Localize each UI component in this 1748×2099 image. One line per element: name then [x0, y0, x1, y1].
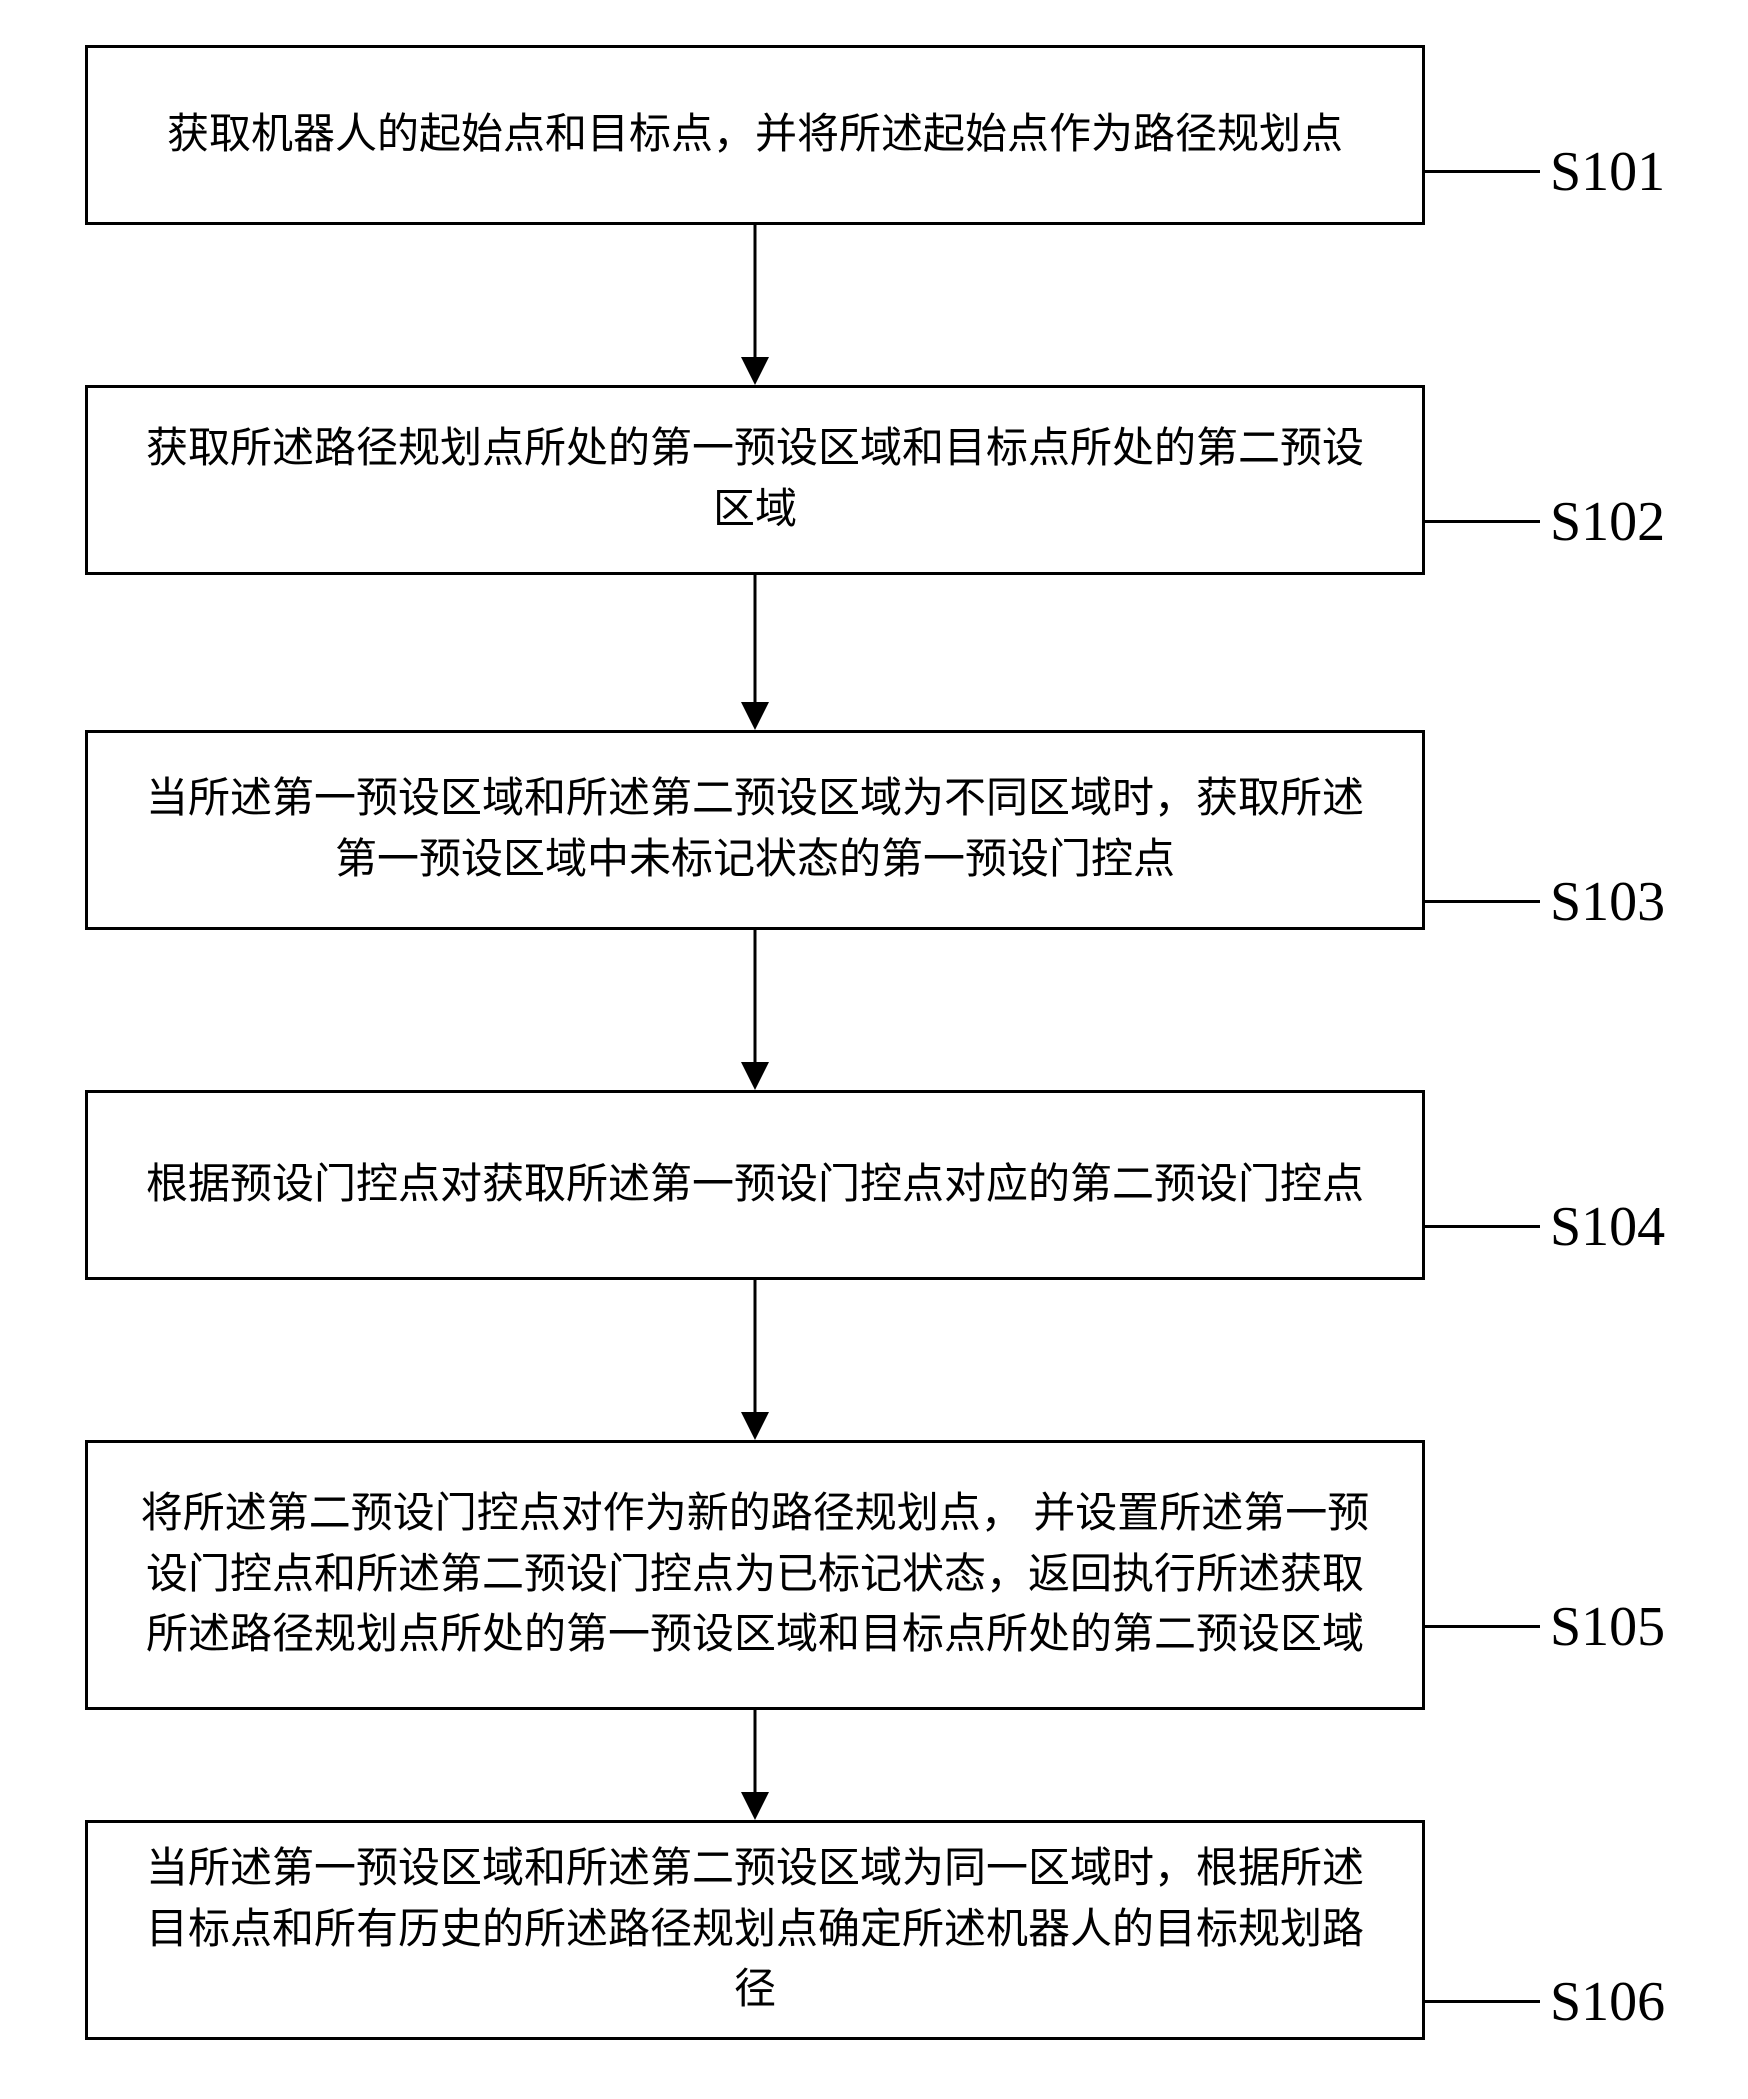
flow-label-s104: S104 [1550, 1195, 1665, 1259]
flow-box-text: 当所述第一预设区域和所述第二预设区域为不同区域时，获取所述第一预设区域中未标记状… [128, 769, 1382, 891]
arrow-line [754, 575, 757, 702]
flow-box-text: 将所述第二预设门控点对作为新的路径规划点， 并设置所述第一预设门控点和所述第二预… [128, 1484, 1382, 1667]
arrow-head-icon [741, 1412, 769, 1440]
flow-label-s101: S101 [1550, 140, 1665, 204]
flow-box-s105: 将所述第二预设门控点对作为新的路径规划点， 并设置所述第一预设门控点和所述第二预… [85, 1440, 1425, 1710]
flow-box-s104: 根据预设门控点对获取所述第一预设门控点对应的第二预设门控点 [85, 1090, 1425, 1280]
flow-box-s102: 获取所述路径规划点所处的第一预设区域和目标点所处的第二预设区域 [85, 385, 1425, 575]
arrow-head-icon [741, 702, 769, 730]
flow-label-s102: S102 [1550, 490, 1665, 554]
flow-box-s106: 当所述第一预设区域和所述第二预设区域为同一区域时，根据所述目标点和所有历史的所述… [85, 1820, 1425, 2040]
connector-line [1425, 2000, 1540, 2003]
arrow-line [754, 1280, 757, 1412]
connector-line [1425, 1625, 1540, 1628]
flow-box-s103: 当所述第一预设区域和所述第二预设区域为不同区域时，获取所述第一预设区域中未标记状… [85, 730, 1425, 930]
flow-label-s103: S103 [1550, 870, 1665, 934]
arrow-head-icon [741, 357, 769, 385]
arrow-line [754, 225, 757, 357]
flow-box-text: 当所述第一预设区域和所述第二预设区域为同一区域时，根据所述目标点和所有历史的所述… [128, 1839, 1382, 2022]
connector-line [1425, 170, 1540, 173]
connector-line [1425, 520, 1540, 523]
arrow-head-icon [741, 1062, 769, 1090]
flow-box-text: 根据预设门控点对获取所述第一预设门控点对应的第二预设门控点 [146, 1155, 1364, 1216]
flow-box-s101: 获取机器人的起始点和目标点，并将所述起始点作为路径规划点 [85, 45, 1425, 225]
connector-line [1425, 900, 1540, 903]
arrow-line [754, 930, 757, 1062]
arrow-line [754, 1710, 757, 1792]
flow-label-s105: S105 [1550, 1595, 1665, 1659]
arrow-head-icon [741, 1792, 769, 1820]
flow-box-text: 获取所述路径规划点所处的第一预设区域和目标点所处的第二预设区域 [128, 419, 1382, 541]
connector-line [1425, 1225, 1540, 1228]
flow-label-s106: S106 [1550, 1970, 1665, 2034]
flow-box-text: 获取机器人的起始点和目标点，并将所述起始点作为路径规划点 [167, 105, 1343, 166]
